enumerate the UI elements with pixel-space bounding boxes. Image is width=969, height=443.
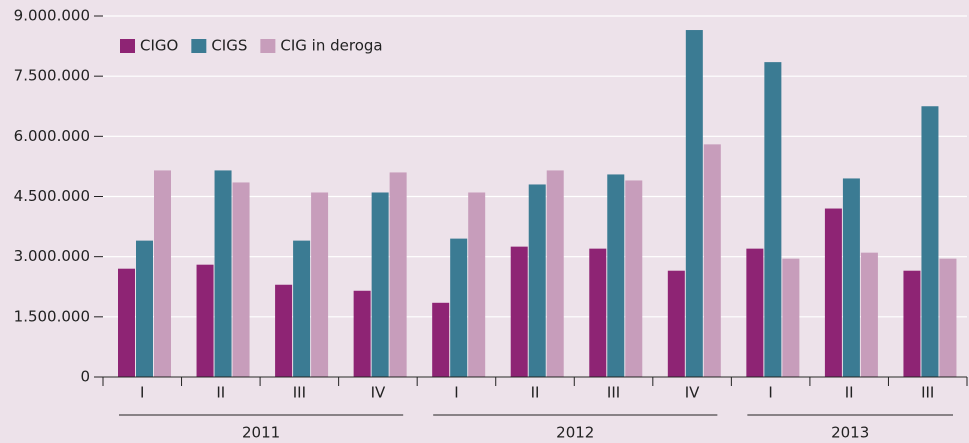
- bar: [214, 170, 232, 377]
- y-tick-label: 3.000.000: [14, 247, 90, 265]
- bar: [275, 284, 293, 377]
- legend-swatch: [120, 39, 135, 53]
- bar: [450, 238, 468, 377]
- bar: [528, 184, 546, 377]
- y-tick-label: 9.000.000: [14, 7, 90, 25]
- bar: [782, 258, 800, 377]
- x-tick-label: III: [293, 384, 306, 402]
- bar: [860, 252, 878, 377]
- x-tick-label: II: [216, 384, 225, 402]
- bar: [903, 270, 921, 377]
- year-label: 2013: [831, 424, 869, 442]
- legend-label: CIGO: [140, 37, 178, 55]
- bar: [589, 248, 607, 377]
- bar: [607, 174, 625, 377]
- bar: [746, 248, 764, 377]
- x-tick-label: I: [140, 384, 144, 402]
- y-tick-label: 6.000.000: [14, 127, 90, 145]
- y-tick-label: 1.500.000: [14, 307, 90, 325]
- x-tick-label: III: [921, 384, 934, 402]
- bar: [389, 172, 407, 377]
- legend-swatch: [191, 39, 207, 53]
- bar: [371, 192, 389, 377]
- bar: [685, 30, 703, 378]
- legend-swatch: [260, 39, 276, 53]
- bar: [764, 62, 782, 377]
- x-tick-label: I: [454, 384, 458, 402]
- x-tick-label: II: [531, 384, 540, 402]
- bar: [667, 270, 685, 377]
- legend-label: CIGS: [211, 37, 247, 55]
- bar: [232, 182, 250, 377]
- bar: [939, 258, 957, 377]
- x-tick-label: IV: [685, 384, 700, 402]
- bar: [432, 302, 450, 377]
- year-label: 2011: [242, 424, 280, 442]
- bar: [510, 246, 528, 377]
- bar: [625, 180, 643, 377]
- x-tick-label: I: [768, 384, 772, 402]
- bar: [842, 178, 860, 377]
- bar: [353, 290, 371, 377]
- legend-label: CIG in deroga: [280, 37, 382, 55]
- bar: [546, 170, 564, 377]
- x-tick-label: III: [607, 384, 620, 402]
- year-label: 2012: [556, 424, 594, 442]
- bar: [824, 208, 842, 377]
- bar: [921, 106, 939, 377]
- x-tick-label: II: [845, 384, 854, 402]
- bar: [703, 144, 721, 377]
- y-tick-label: 7.500.000: [14, 67, 90, 85]
- bar: [136, 240, 153, 377]
- bar: [468, 192, 486, 377]
- x-tick-label: IV: [371, 384, 386, 402]
- bar: [293, 240, 311, 377]
- bar: [154, 170, 171, 377]
- bar: [196, 264, 214, 377]
- y-tick-label: 0: [80, 368, 90, 386]
- bar: [118, 268, 135, 377]
- bar: [311, 192, 329, 377]
- y-tick-label: 4.500.000: [14, 187, 90, 205]
